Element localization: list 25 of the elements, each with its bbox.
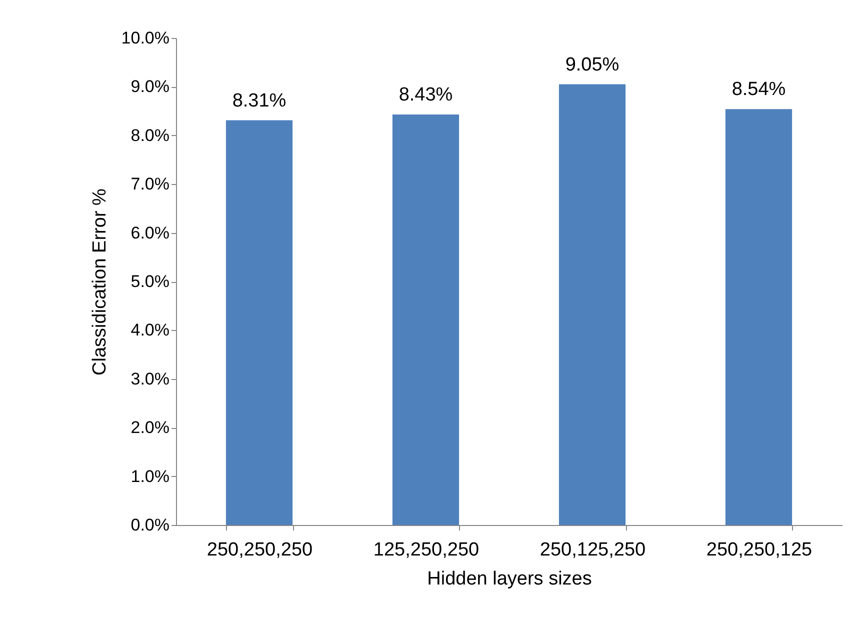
y-tick-label: 7.0% bbox=[130, 174, 170, 194]
bar bbox=[725, 109, 792, 525]
y-tick-label: 10.0% bbox=[121, 28, 170, 48]
data-label: 8.43% bbox=[398, 84, 453, 106]
bar bbox=[558, 84, 626, 525]
bar bbox=[392, 114, 460, 525]
y-tick-label: 9.0% bbox=[130, 77, 170, 96]
x-axis-title: Hidden layers sizes bbox=[427, 568, 592, 590]
y-tick-label: 0.0% bbox=[130, 516, 170, 534]
x-tick-label: 125,250,250 bbox=[373, 540, 480, 560]
x-tick-label: 250,250,250 bbox=[206, 540, 313, 560]
y-tick-label: 2.0% bbox=[130, 418, 170, 438]
y-tick-label: 3.0% bbox=[130, 369, 170, 388]
bar bbox=[226, 120, 293, 525]
y-axis-title: Classidication Error % bbox=[89, 188, 110, 376]
y-tick-label: 1.0% bbox=[130, 466, 170, 486]
y-tick-label: 8.0% bbox=[130, 126, 170, 145]
y-tick-label: 6.0% bbox=[130, 223, 170, 242]
y-tick-label: 5.0% bbox=[130, 272, 170, 291]
x-tick-label: 250,250,125 bbox=[706, 540, 812, 560]
x-tick-label: 250,125,250 bbox=[540, 540, 646, 560]
data-label: 9.05% bbox=[565, 54, 620, 76]
y-tick-label: 4.0% bbox=[130, 320, 170, 340]
data-label: 8.54% bbox=[732, 79, 786, 100]
data-label: 8.31% bbox=[232, 90, 286, 112]
